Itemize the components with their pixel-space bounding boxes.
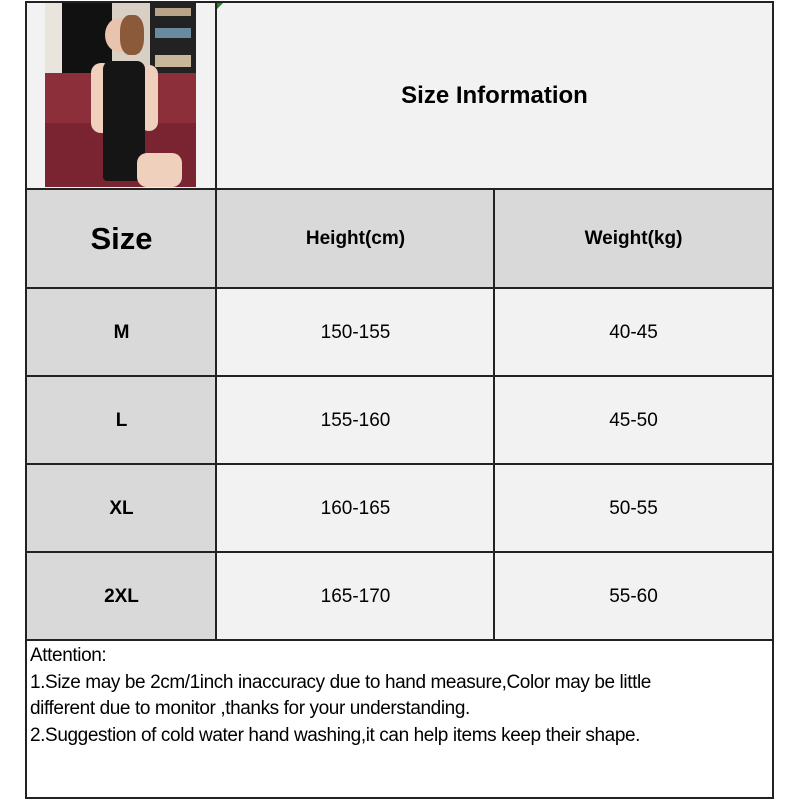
size-label: M <box>113 321 130 343</box>
weight-cell: 40-45 <box>495 289 772 376</box>
product-photo <box>45 3 196 187</box>
border <box>772 1 774 799</box>
size-label: 2XL <box>104 585 139 607</box>
border <box>26 287 774 289</box>
height-value: 155-160 <box>320 409 391 431</box>
header-size: Size <box>27 190 216 288</box>
border <box>26 639 774 641</box>
border <box>26 375 774 377</box>
height-cell: 160-165 <box>217 465 494 552</box>
height-value: 150-155 <box>320 321 391 343</box>
border <box>26 551 774 553</box>
border <box>25 1 27 799</box>
height-value: 165-170 <box>320 585 391 607</box>
border <box>26 797 774 799</box>
column-header-weight: Weight(kg) <box>584 228 683 249</box>
height-cell: 150-155 <box>217 289 494 376</box>
note-1: 1.Size may be 2cm/1inch inaccuracy due t… <box>30 671 651 693</box>
height-cell: 155-160 <box>217 377 494 464</box>
attention-notes: Attention: 1.Size may be 2cm/1inch inacc… <box>30 643 770 749</box>
border <box>215 1 217 641</box>
weight-value: 55-60 <box>609 585 658 607</box>
height-cell: 165-170 <box>217 553 494 640</box>
border <box>26 463 774 465</box>
column-header-size: Size <box>90 221 153 256</box>
note-1-continued: different due to monitor ,thanks for you… <box>30 698 470 719</box>
size-label: XL <box>109 497 134 519</box>
weight-cell: 50-55 <box>495 465 772 552</box>
size-information-title: Size Information <box>401 82 588 109</box>
notes-heading: Attention: <box>30 645 107 666</box>
title-cell: Size Information <box>217 3 772 189</box>
height-value: 160-165 <box>320 497 391 519</box>
header-height: Height(cm) <box>217 190 494 288</box>
size-cell: XL <box>27 465 216 552</box>
weight-cell: 55-60 <box>495 553 772 640</box>
weight-value: 45-50 <box>609 409 658 431</box>
column-header-height: Height(cm) <box>305 228 406 249</box>
weight-value: 50-55 <box>609 497 658 519</box>
weight-value: 40-45 <box>609 321 658 343</box>
size-label: L <box>115 409 128 431</box>
border <box>26 188 774 190</box>
size-cell: 2XL <box>27 553 216 640</box>
note-2: 2.Suggestion of cold water hand washing,… <box>30 724 641 746</box>
border <box>26 1 774 3</box>
header-weight: Weight(kg) <box>495 190 772 288</box>
size-cell: M <box>27 289 216 376</box>
cell-marker-icon <box>217 3 223 9</box>
border <box>493 188 495 641</box>
weight-cell: 45-50 <box>495 377 772 464</box>
size-cell: L <box>27 377 216 464</box>
